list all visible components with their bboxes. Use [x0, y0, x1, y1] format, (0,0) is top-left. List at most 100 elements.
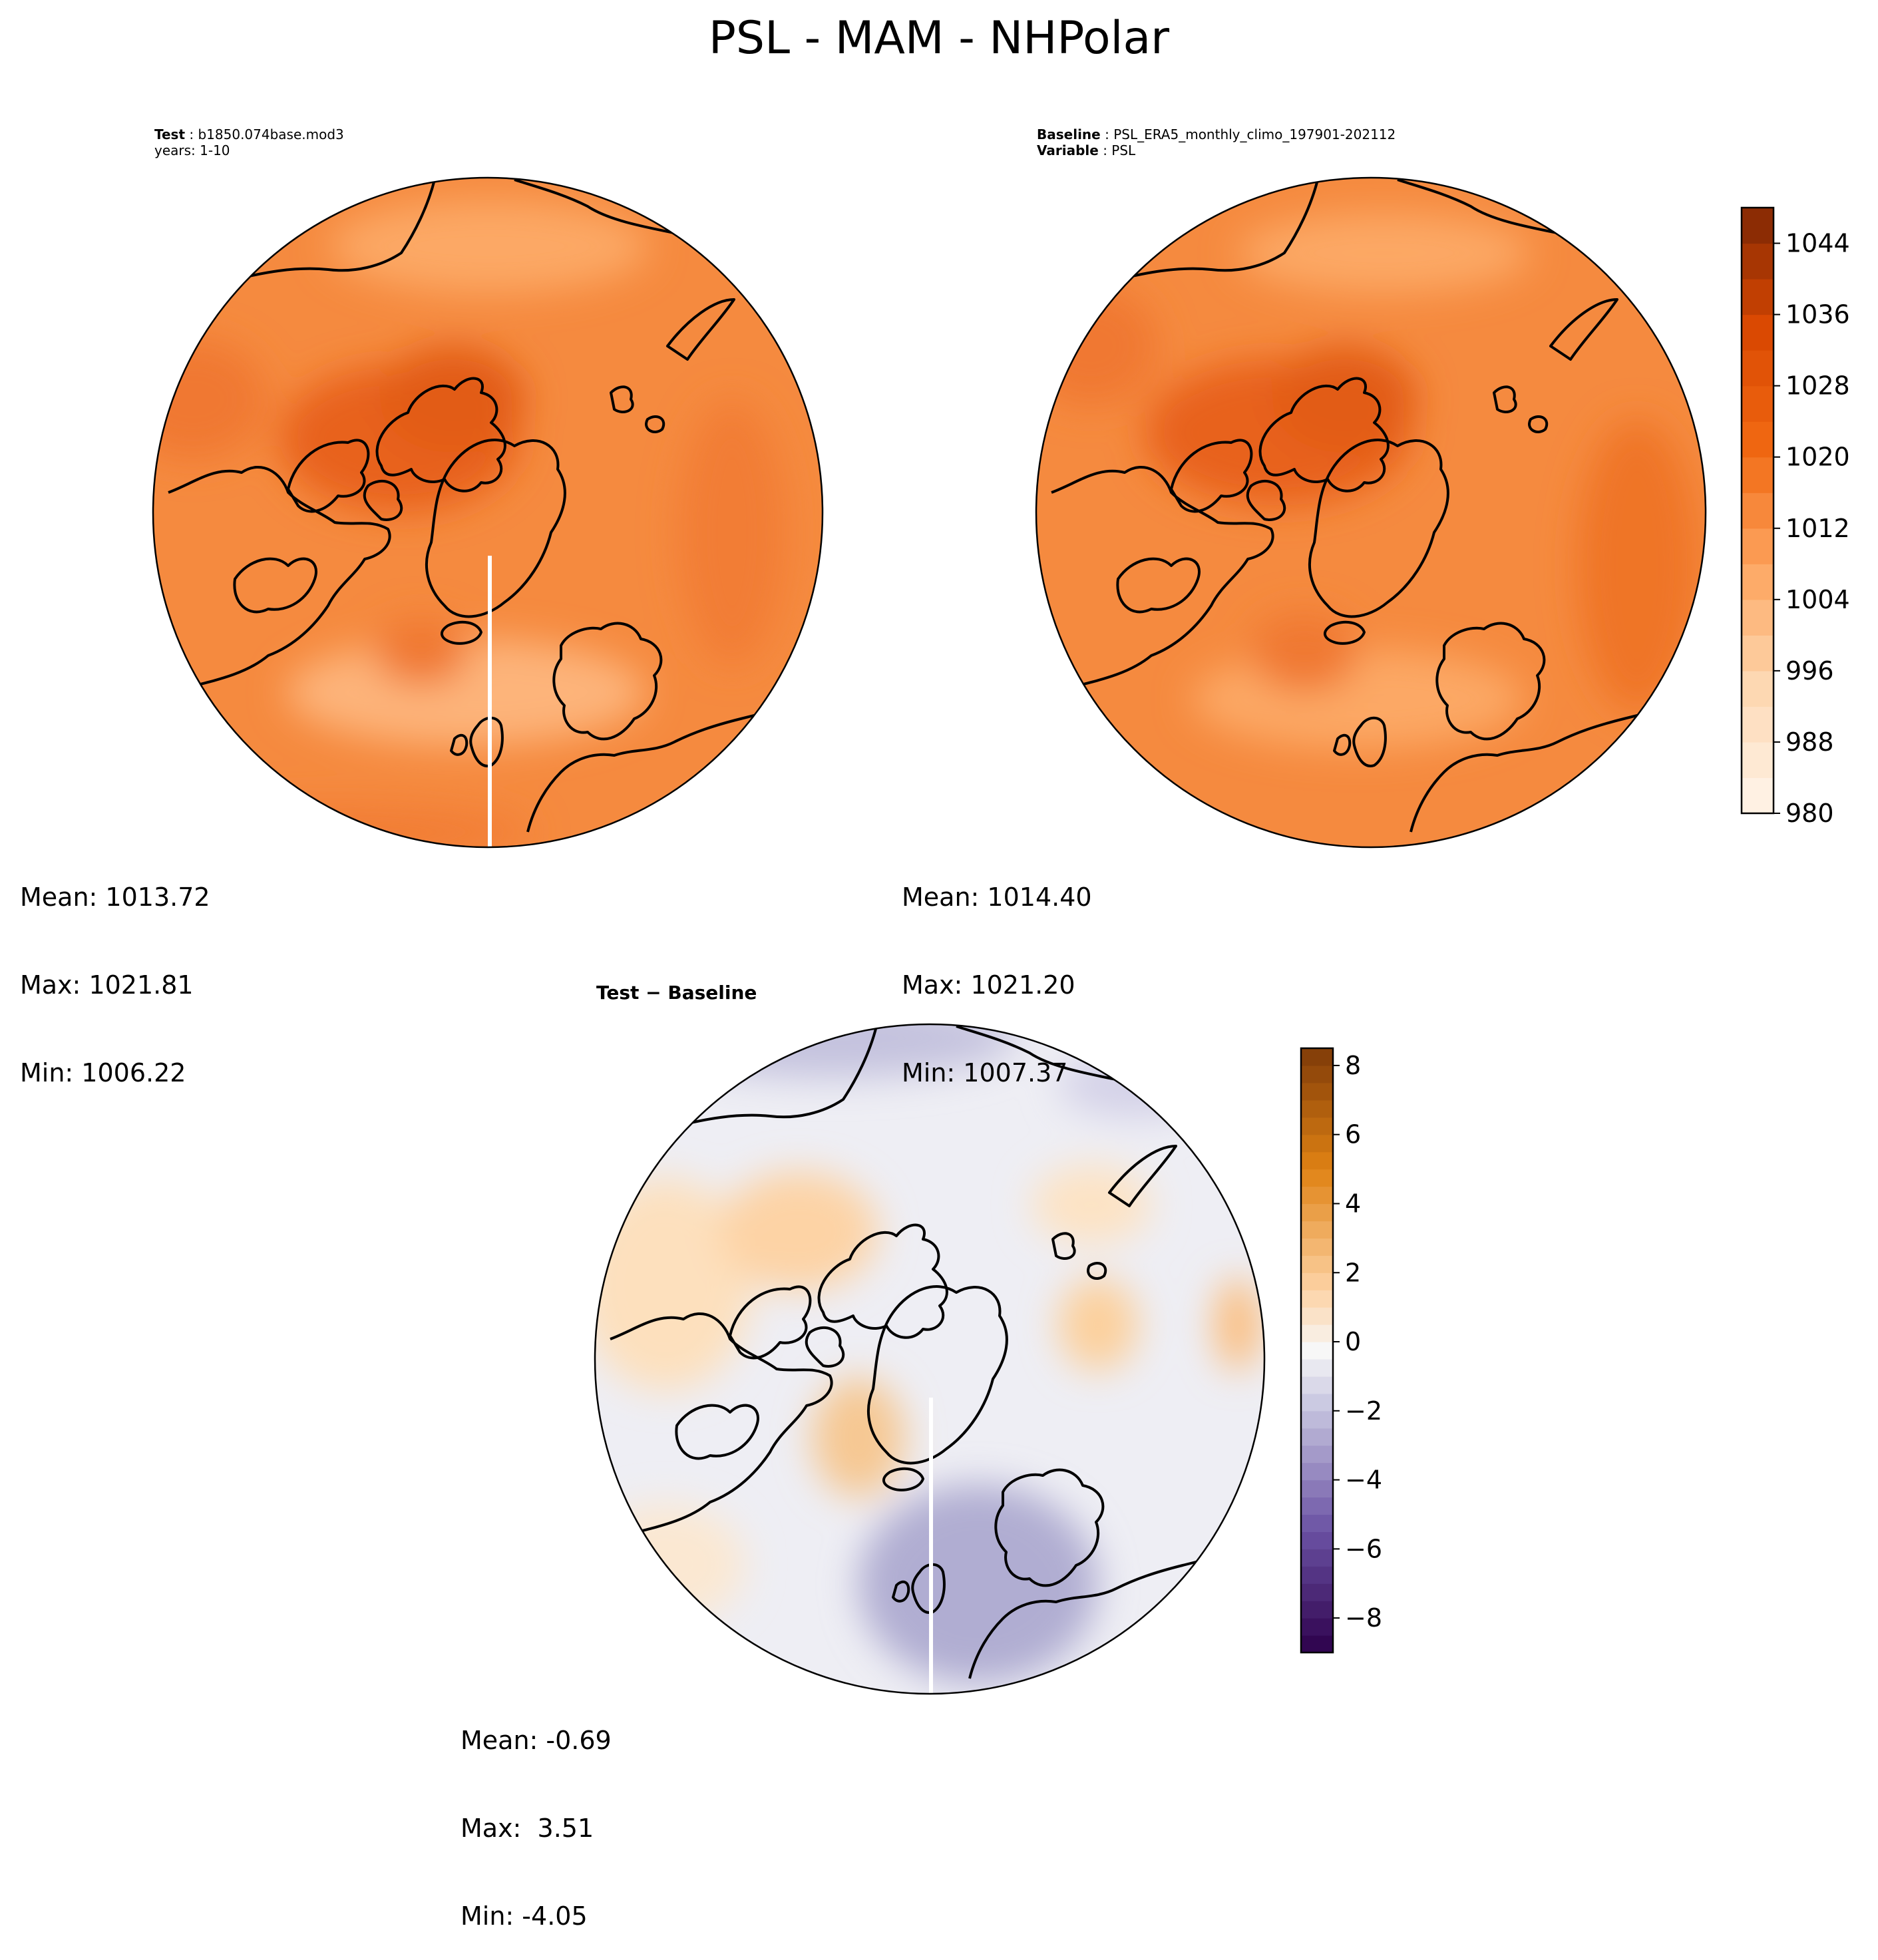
colorbar-frame — [1740, 206, 1775, 815]
colorbar-tick-label: 1036 — [1785, 300, 1850, 329]
test-map — [152, 176, 824, 849]
baseline-stats: Mean: 1014.40 Max: 1021.20 Min: 1007.37 — [902, 824, 1092, 1117]
colorbar-segment — [1742, 706, 1774, 743]
baseline-variable-value: PSL — [1111, 142, 1136, 158]
difference-mean: Mean: -0.69 — [461, 1726, 612, 1755]
difference-max: Max: 3.51 — [461, 1814, 594, 1843]
colorbar-segment — [1301, 1393, 1333, 1412]
colorbar-segment — [1301, 1358, 1333, 1377]
colorbar-segment — [1301, 1583, 1333, 1601]
colorbar-segment — [1301, 1324, 1333, 1342]
colorbar-segment — [1742, 208, 1774, 244]
colorbar-tick-label: 6 — [1345, 1120, 1361, 1149]
colorbar-segment — [1301, 1151, 1333, 1170]
colorbar-tick-label: −8 — [1345, 1603, 1382, 1633]
colorbar-segment — [1301, 1117, 1333, 1135]
colorbar-tick-label: 1012 — [1785, 514, 1850, 543]
figure-title: PSL - MAM - NHPolar — [708, 12, 1170, 65]
colorbar-segment — [1301, 1479, 1333, 1498]
colorbar-segment — [1301, 1549, 1333, 1567]
colorbar-segment — [1742, 457, 1774, 493]
colorbar-segment — [1301, 1255, 1333, 1273]
colorbar-segment — [1742, 385, 1774, 422]
baseline-map — [1035, 176, 1707, 849]
colorbar-segment — [1742, 777, 1774, 814]
difference-title: Test − Baseline — [596, 982, 757, 1004]
colorbar-segment — [1742, 528, 1774, 564]
colorbar-segment — [1742, 635, 1774, 672]
colorbar-segment — [1301, 1601, 1333, 1619]
colorbar-segment — [1301, 1082, 1333, 1101]
colorbar-segment — [1301, 1428, 1333, 1446]
colorbar-tick-label: 1004 — [1785, 585, 1850, 614]
colorbar-tick-label: 1044 — [1785, 229, 1850, 258]
colorbar-segment — [1301, 1273, 1333, 1290]
difference-stats: Mean: -0.69 Max: 3.51 Min: -4.05 — [461, 1667, 612, 1960]
colorbar-segment — [1301, 1531, 1333, 1549]
figure-canvas: 1044 1036 1028 1020 1012 1004 996 988 980 8 6 4 2 0 −… — [152, 176, 1850, 1695]
baseline-max: Max: 1021.20 — [902, 970, 1075, 1000]
colorbar-tick-label: 996 — [1785, 656, 1834, 686]
colorbar-tick-label: 4 — [1345, 1189, 1361, 1218]
baseline-header-label: Baseline — [1037, 126, 1101, 142]
colorbar-segment — [1742, 350, 1774, 387]
test-stats: Mean: 1013.72 Max: 1021.81 Min: 1006.22 — [20, 824, 210, 1117]
colorbar-segment — [1742, 492, 1774, 529]
colorbar-segment — [1301, 1238, 1333, 1256]
colorbar-segment — [1301, 1307, 1333, 1325]
baseline-mean: Mean: 1014.40 — [902, 882, 1092, 912]
colorbar-segment — [1301, 1618, 1333, 1636]
colorbar-segment — [1742, 314, 1774, 351]
baseline-min: Min: 1007.37 — [902, 1058, 1068, 1087]
colorbar-tick-label: 980 — [1785, 799, 1834, 828]
baseline-header: Baseline : PSL_ERA5_monthly_climo_197901… — [1037, 126, 1396, 158]
colorbar-segment — [1301, 1497, 1333, 1515]
baseline-header-value: PSL_ERA5_monthly_climo_197901-202112 — [1113, 126, 1396, 142]
colorbar-segment — [1301, 1290, 1333, 1308]
test-header-label: Test — [154, 126, 186, 142]
colorbar-segment — [1742, 421, 1774, 458]
colorbar-segment — [1742, 741, 1774, 779]
colorbar-segment — [1742, 670, 1774, 707]
test-max: Max: 1021.81 — [20, 970, 194, 1000]
colorbar-segment — [1301, 1048, 1333, 1066]
test-header-value: b1850.074base.mod3 — [198, 126, 344, 142]
colorbar-tick-label: 988 — [1785, 727, 1834, 757]
colorbar-segment — [1301, 1410, 1333, 1429]
colorbar-segment — [1301, 1514, 1333, 1532]
colorbar-tick-label: 1020 — [1785, 443, 1850, 472]
colorbar-segment — [1301, 1099, 1333, 1118]
colorbar-segment — [1301, 1342, 1333, 1360]
test-min: Min: 1006.22 — [20, 1058, 186, 1087]
colorbar-segment — [1301, 1462, 1333, 1481]
colorbar-tick-label: −2 — [1345, 1396, 1382, 1426]
colorbar-tick-label: 1028 — [1785, 371, 1850, 401]
colorbar-tick-label: −4 — [1345, 1466, 1382, 1495]
colorbar-difference: 8 6 4 2 0 −2 −4 −6 −8 — [1300, 1047, 1382, 1654]
colorbar-segment — [1301, 1065, 1333, 1083]
colorbar-segment — [1301, 1635, 1333, 1653]
colorbar-segment — [1301, 1376, 1333, 1394]
colorbar-segment — [1301, 1221, 1333, 1239]
colorbar-segment — [1301, 1445, 1333, 1464]
test-mean: Mean: 1013.72 — [20, 882, 210, 912]
colorbar-segment — [1742, 279, 1774, 315]
test-header: Test : b1850.074base.mod3 years: 1-10 — [154, 126, 344, 158]
colorbar-tick-label: 8 — [1345, 1051, 1361, 1080]
baseline-variable-label: Variable — [1037, 142, 1099, 158]
difference-min: Min: -4.05 — [461, 1901, 588, 1931]
colorbar-segment — [1301, 1186, 1333, 1205]
colorbar-segment — [1742, 243, 1774, 280]
colorbar-segment — [1301, 1134, 1333, 1153]
colorbar-tick-label: 2 — [1345, 1258, 1361, 1287]
colorbar-frame — [1300, 1047, 1334, 1654]
colorbar-psl: 1044 1036 1028 1020 1012 1004 996 988 980 — [1740, 206, 1850, 828]
colorbar-segment — [1742, 599, 1774, 636]
colorbar-segment — [1301, 1203, 1333, 1222]
colorbar-tick-label: −6 — [1345, 1534, 1382, 1563]
colorbar-segment — [1301, 1169, 1333, 1187]
test-header-years: years: 1-10 — [154, 142, 230, 158]
colorbar-tick-label: 0 — [1345, 1327, 1361, 1356]
colorbar-segment — [1742, 564, 1774, 600]
colorbar-segment — [1301, 1566, 1333, 1584]
